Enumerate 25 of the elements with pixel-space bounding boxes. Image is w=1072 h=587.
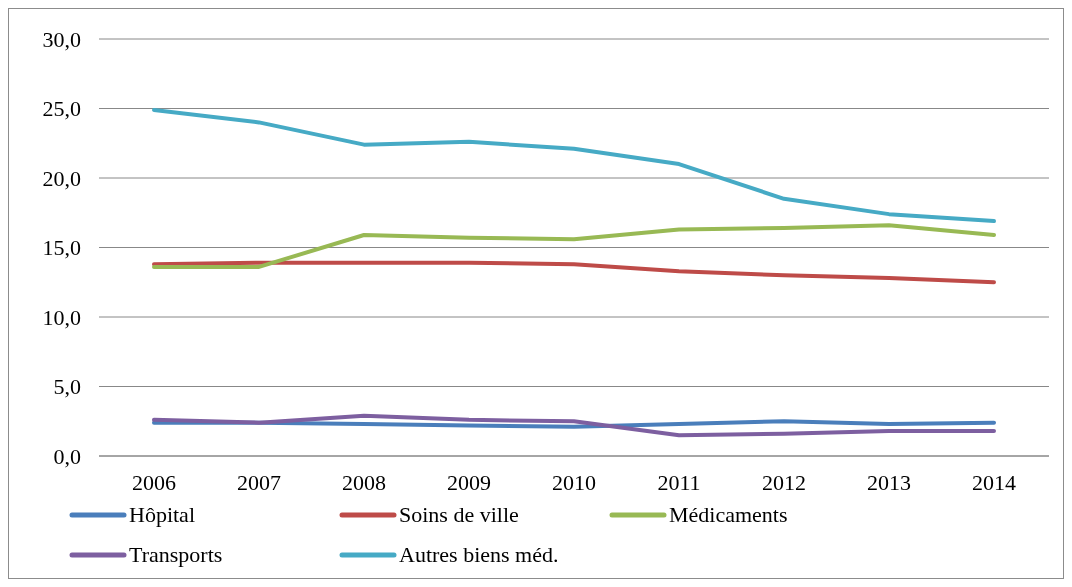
legend-label: Hôpital <box>129 502 195 528</box>
x-tick-label: 2013 <box>867 469 911 495</box>
line-series <box>152 223 996 269</box>
x-tick-label: 2009 <box>447 469 491 495</box>
y-tick-label: 20,0 <box>42 165 81 191</box>
x-tick-label: 2006 <box>132 469 176 495</box>
x-tick-label: 2008 <box>342 469 386 495</box>
y-tick-label: 25,0 <box>42 96 81 122</box>
x-tick-label: 2007 <box>237 469 281 495</box>
legend-label: Médicaments <box>669 502 788 528</box>
line-series <box>152 413 996 438</box>
x-tick-label: 2010 <box>552 469 596 495</box>
x-tick-label: 2014 <box>972 469 1016 495</box>
line-series <box>152 260 996 285</box>
y-tick-label: 5,0 <box>53 374 81 400</box>
x-tick-label: 2011 <box>657 469 701 495</box>
legend-label: Soins de ville <box>399 502 519 528</box>
y-tick-label: 0,0 <box>53 443 81 469</box>
y-tick-label: 15,0 <box>42 235 81 261</box>
legend-label: Autres biens méd. <box>399 542 559 568</box>
x-tick-label: 2012 <box>762 469 806 495</box>
legend-label: Transports <box>129 542 223 568</box>
y-tick-label: 10,0 <box>42 304 81 330</box>
y-tick-label: 30,0 <box>42 26 81 52</box>
line-series <box>152 107 996 224</box>
